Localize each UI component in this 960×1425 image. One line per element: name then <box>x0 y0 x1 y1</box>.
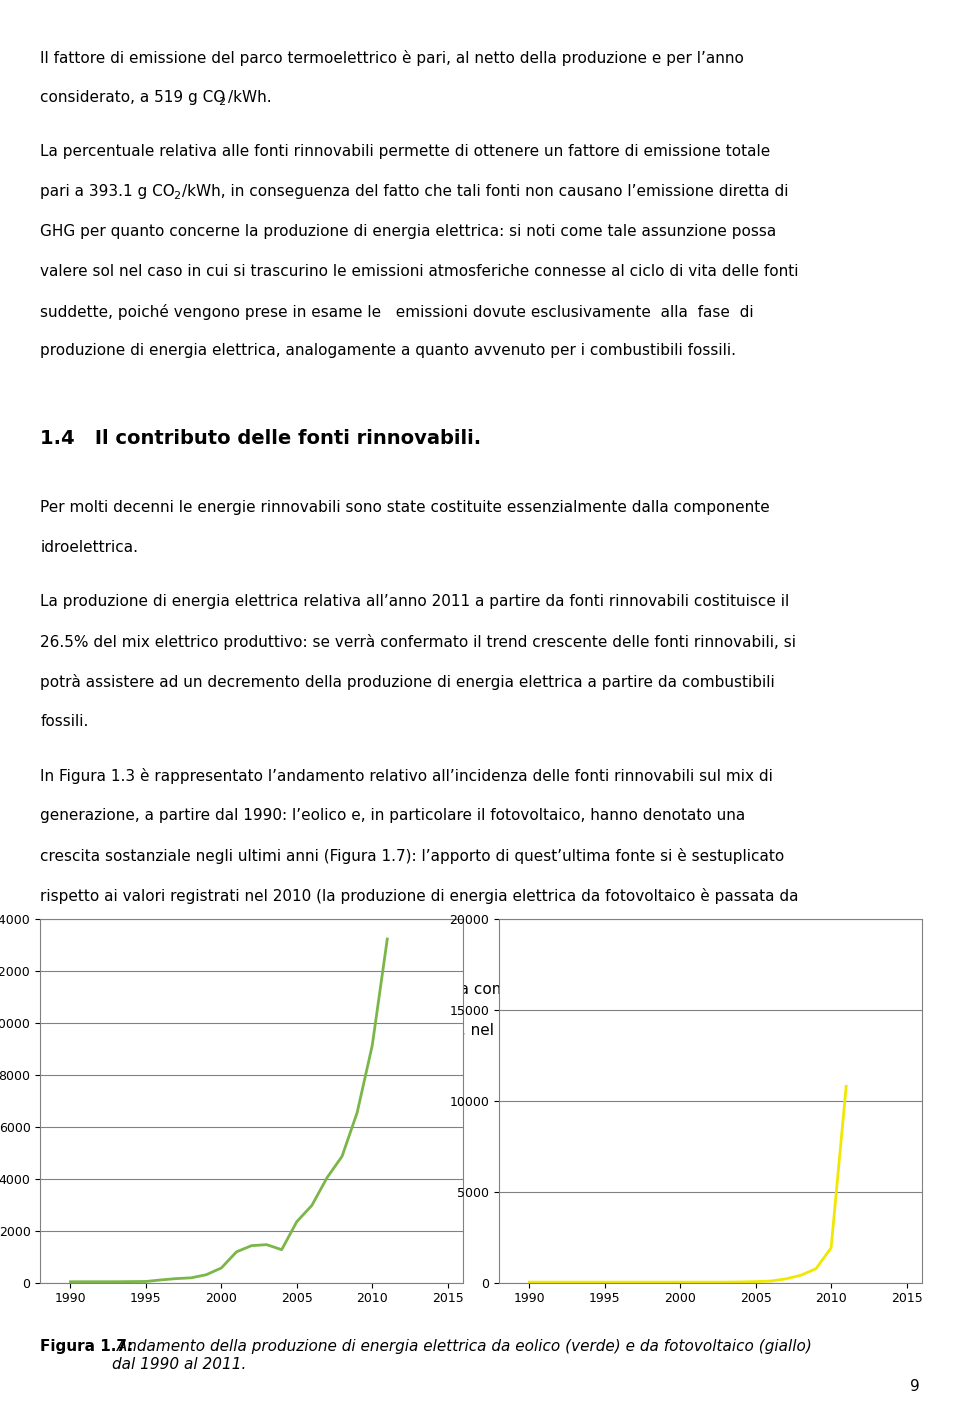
Text: ad un valore pressoché costante (Figura 1.8).: ad un valore pressoché costante (Figura … <box>40 1062 388 1077</box>
Text: La percentuale relativa alle fonti rinnovabili permette di ottenere un fattore d: La percentuale relativa alle fonti rinno… <box>40 144 771 160</box>
Text: idroelettrica.: idroelettrica. <box>40 540 138 556</box>
Text: considerato, a 519 g CO: considerato, a 519 g CO <box>40 90 226 105</box>
Text: 26.5% del mix elettrico produttivo: se verrà confermato il trend crescente delle: 26.5% del mix elettrico produttivo: se v… <box>40 634 797 650</box>
Text: /kWh.: /kWh. <box>228 90 271 105</box>
Text: /kWh, in conseguenza del fatto che tali fonti non causano l’emissione diretta di: /kWh, in conseguenza del fatto che tali … <box>182 184 789 200</box>
Text: In Figura 1.3 è rappresentato l’andamento relativo all’incidenza delle fonti rin: In Figura 1.3 è rappresentato l’andament… <box>40 768 773 784</box>
Text: rinnovabili (55,2%), tuttavia è possibile valutare come , nel periodo considerat: rinnovabili (55,2%), tuttavia è possibil… <box>40 1022 792 1037</box>
Text: potrà assistere ad un decremento della produzione di energia elettrica a partire: potrà assistere ad un decremento della p… <box>40 674 775 690</box>
Text: 1,9 TWh nel 2010 a 10,8 TWh nel 2011).: 1,9 TWh nel 2010 a 10,8 TWh nel 2011). <box>40 928 349 943</box>
Text: La componente idroelettrica rappresenta ancora oggi la componente prevalente del: La componente idroelettrica rappresenta … <box>40 982 739 998</box>
Text: produzione di energia elettrica, analogamente a quanto avvenuto per i combustibi: produzione di energia elettrica, analoga… <box>40 343 736 359</box>
Text: 2: 2 <box>218 97 225 107</box>
Text: generazione, a partire dal 1990: l’eolico e, in particolare il fotovoltaico, han: generazione, a partire dal 1990: l’eolic… <box>40 808 746 824</box>
Text: Andamento della produzione di energia elettrica da eolico (verde) e da fotovolta: Andamento della produzione di energia el… <box>112 1340 812 1372</box>
Text: Figura 1.7:: Figura 1.7: <box>40 1340 133 1355</box>
Text: 1.4   Il contributo delle fonti rinnovabili.: 1.4 Il contributo delle fonti rinnovabil… <box>40 429 482 447</box>
Text: Per molti decenni le energie rinnovabili sono state costituite essenzialmente da: Per molti decenni le energie rinnovabili… <box>40 500 770 516</box>
Text: 2: 2 <box>173 191 180 201</box>
Text: crescita sostanziale negli ultimi anni (Figura 1.7): l’apporto di quest’ultima f: crescita sostanziale negli ultimi anni (… <box>40 848 784 864</box>
Text: pari a 393.1 g CO: pari a 393.1 g CO <box>40 184 175 200</box>
Text: Il fattore di emissione del parco termoelettrico è pari, al netto della produzio: Il fattore di emissione del parco termoe… <box>40 50 744 66</box>
Text: La produzione di energia elettrica relativa all’anno 2011 a partire da fonti rin: La produzione di energia elettrica relat… <box>40 594 789 610</box>
Text: valere sol nel caso in cui si trascurino le emissioni atmosferiche connesse al c: valere sol nel caso in cui si trascurino… <box>40 264 799 279</box>
Text: rispetto ai valori registrati nel 2010 (la produzione di energia elettrica da fo: rispetto ai valori registrati nel 2010 (… <box>40 888 799 903</box>
Text: fossili.: fossili. <box>40 714 88 730</box>
Text: GHG per quanto concerne la produzione di energia elettrica: si noti come tale as: GHG per quanto concerne la produzione di… <box>40 224 777 239</box>
Text: 9: 9 <box>910 1378 920 1394</box>
Text: suddette, poiché vengono prese in esame le   emissioni dovute esclusivamente  al: suddette, poiché vengono prese in esame … <box>40 304 754 319</box>
